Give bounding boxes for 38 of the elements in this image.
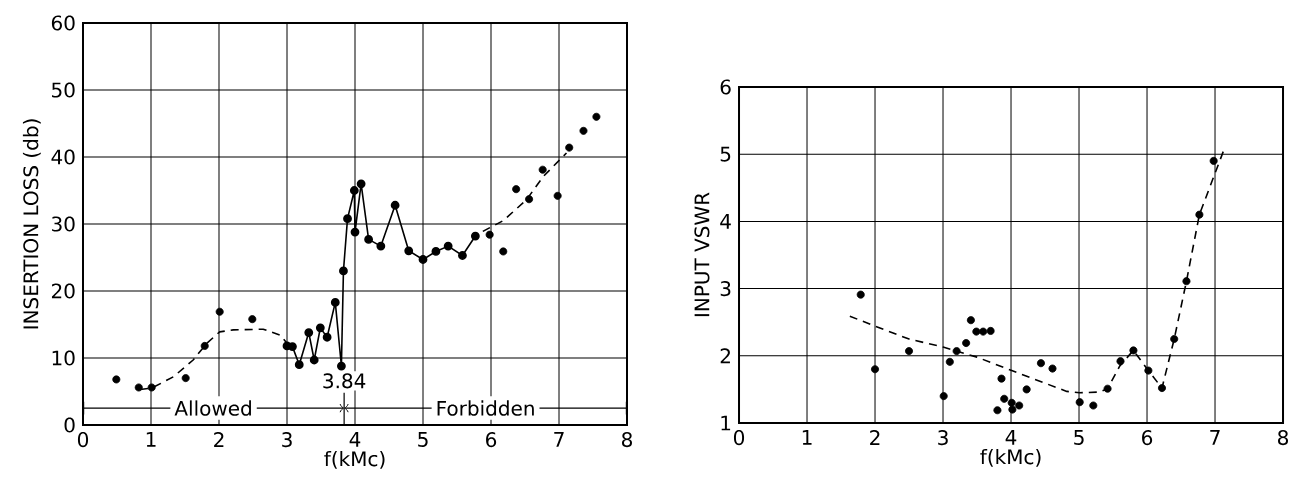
x-tick-label: 3: [938, 430, 948, 446]
annotation: Allowed: [174, 400, 251, 416]
y-tick-label: 3: [720, 281, 731, 297]
y-tick-label: 40: [51, 149, 75, 165]
y-tick-label: 60: [51, 15, 75, 31]
y-tick-label: 1: [721, 415, 731, 431]
y-axis-title: INPUT VSWR: [694, 192, 710, 317]
x-axis-title: f(kMc): [980, 448, 1041, 467]
x-axis-title: f(kMc): [324, 450, 385, 469]
x-tick-label: 6: [1142, 430, 1153, 446]
x-tick-label: 0: [77, 432, 89, 448]
annotation: Forbidden: [437, 400, 534, 416]
x-tick-label: 8: [1278, 430, 1289, 446]
y-tick-label: 30: [52, 216, 75, 232]
y-tick-label: 50: [52, 82, 75, 98]
x-tick-label: 6: [486, 432, 497, 448]
y-tick-label: 10: [52, 350, 75, 366]
x-tick-label: 7: [1210, 430, 1220, 445]
x-tick-label: 8: [621, 432, 632, 448]
x-tick-label: 4: [1005, 430, 1017, 445]
ref-line-label: 3.84: [323, 373, 366, 389]
y-tick-label: 0: [64, 417, 75, 433]
x-tick-label: 2: [214, 432, 224, 447]
x-tick-label: 0: [733, 430, 745, 446]
x-tick-label: 4: [349, 432, 361, 447]
x-tick-label: 1: [146, 432, 156, 447]
x-tick-label: 1: [802, 430, 812, 445]
y-tick-label: 2: [720, 348, 730, 364]
x-tick-label: 7: [554, 432, 564, 447]
y-tick-label: 20: [51, 283, 75, 299]
y-tick-label: 6: [720, 79, 731, 95]
x-tick-label: 2: [870, 430, 880, 445]
y-axis-title: INSERTION LOSS (db): [22, 119, 41, 329]
x-tick-label: 5: [1074, 430, 1084, 445]
x-tick-label: 5: [418, 432, 428, 447]
y-tick-label: 4: [720, 214, 731, 229]
y-tick-label: 5: [720, 146, 731, 162]
x-tick-label: 3: [282, 432, 292, 448]
